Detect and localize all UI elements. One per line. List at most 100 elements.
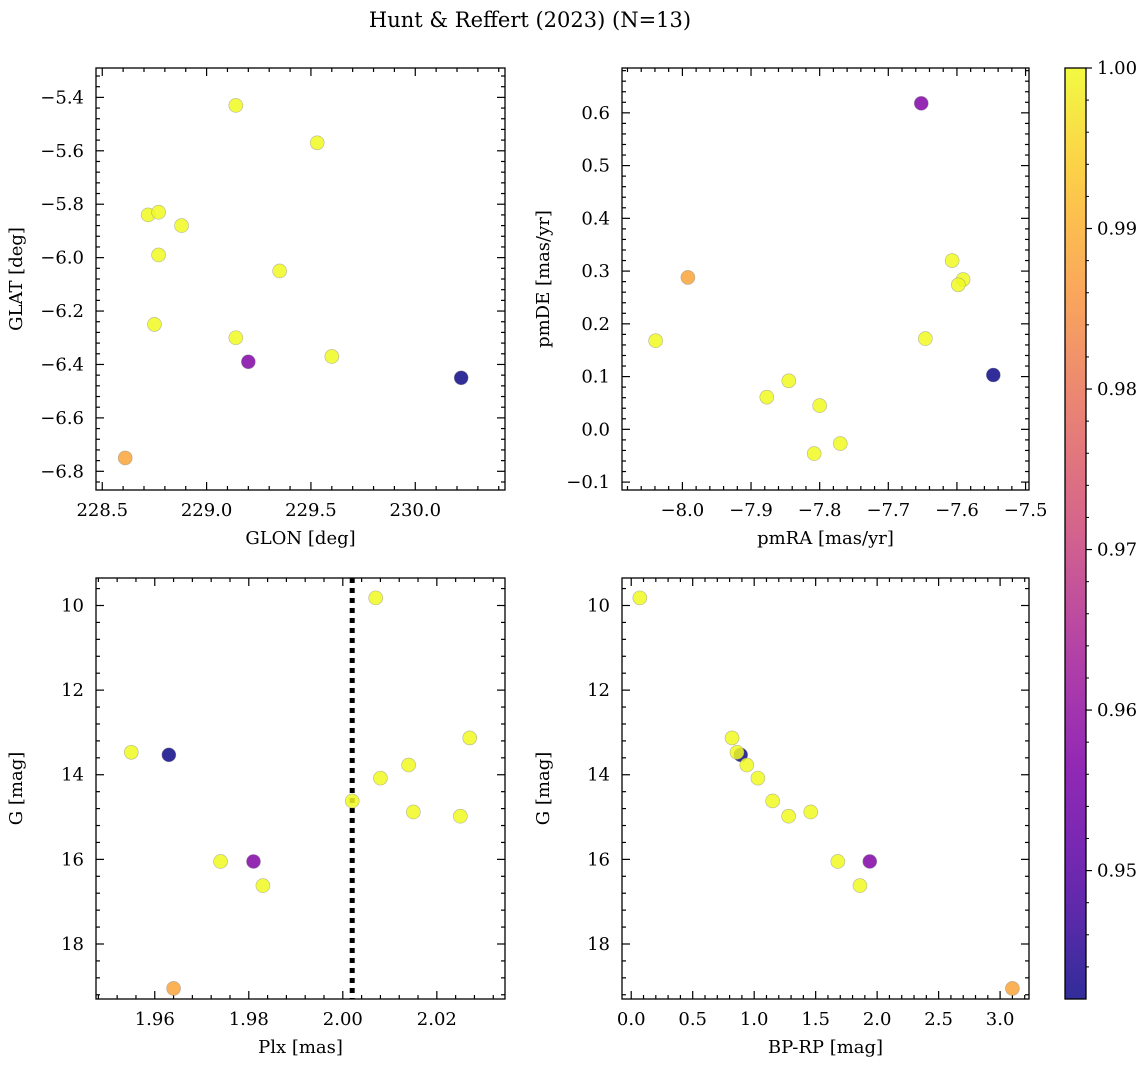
y-tick-label: 0.3 <box>581 261 610 282</box>
y-tick-label: −5.8 <box>40 194 84 215</box>
scatter-point <box>241 354 256 370</box>
x-tick-label: −8.0 <box>661 500 705 521</box>
x-tick-label: −7.5 <box>1004 500 1048 521</box>
y-tick-label: 0.2 <box>581 314 610 335</box>
x-tick-label: 1.5 <box>801 1009 830 1030</box>
scatter-point <box>862 854 878 869</box>
scatter-point <box>117 450 133 466</box>
x-tick-label: −7.6 <box>935 500 979 521</box>
axis-ticks <box>622 578 1029 999</box>
y-tick-label: −6.4 <box>40 354 84 375</box>
panel-pmra-pmde: −8.0 −7.9 −7.8 −7.7 −7.6 −7.5 −0.1 0.0 0.1 0.2 0.3… <box>533 67 1048 549</box>
y-tick-label: −6.2 <box>40 301 84 322</box>
scatter-point <box>1005 981 1020 996</box>
scatter-point <box>147 317 162 332</box>
x-tick-label: 229.0 <box>181 500 233 521</box>
y-axis-label: pmDE [mas/yr] <box>533 210 554 348</box>
scatter-point <box>680 270 696 285</box>
axis-ticks <box>96 68 505 490</box>
figure-title: Hunt & Reffert (2023) (N=13) <box>369 8 691 32</box>
scatter-point <box>228 98 244 113</box>
scatter-point <box>806 446 822 461</box>
colorbar-tick-label: 0.96 <box>1097 700 1137 721</box>
x-axis-label: pmRA [mas/yr] <box>757 528 894 549</box>
scatter-point <box>803 804 819 820</box>
x-axis-label: Plx [mas] <box>258 1037 343 1058</box>
scatter-point <box>986 367 1001 383</box>
scatter-point <box>246 854 261 869</box>
y-tick-label: 0.0 <box>581 419 610 440</box>
colorbar-tick-label: 0.95 <box>1097 861 1137 882</box>
x-tick-label: −7.8 <box>798 500 842 521</box>
scatter-point <box>648 333 663 349</box>
y-tick-label: 14 <box>587 765 610 786</box>
scatter-point <box>151 204 166 220</box>
x-tick-label: 2.5 <box>924 1009 953 1030</box>
y-tick-label: −6.0 <box>40 248 84 269</box>
x-tick-label: 0.0 <box>617 1009 646 1030</box>
scatter-point <box>174 218 189 233</box>
scatter-point <box>309 135 325 151</box>
scatter-point <box>852 878 868 893</box>
scatter-point <box>750 770 766 786</box>
scatter-point <box>368 590 384 606</box>
axis-ticks <box>96 578 505 999</box>
y-tick-label: −6.8 <box>40 461 84 482</box>
scatter-point <box>453 808 468 824</box>
plot-frame <box>95 577 506 1000</box>
scatter-point <box>632 590 648 606</box>
y-tick-label: 0.5 <box>581 156 610 177</box>
y-tick-label: 18 <box>587 934 610 955</box>
scatter-point <box>324 349 340 364</box>
y-tick-label: −5.4 <box>40 87 84 108</box>
y-tick-label: 12 <box>587 680 610 701</box>
y-axis-label: G [mag] <box>6 752 27 825</box>
scatter-point <box>406 804 421 820</box>
scatter-point <box>161 747 177 763</box>
colorbar-tick-label: 0.98 <box>1097 379 1137 400</box>
scatter-point <box>151 247 166 263</box>
x-axis-label: GLON [deg] <box>245 528 355 549</box>
y-tick-label: −0.1 <box>566 472 610 493</box>
scatter-point <box>729 745 745 760</box>
x-tick-label: 0.5 <box>678 1009 707 1030</box>
scatter-point <box>272 263 287 279</box>
scatter-point <box>213 854 228 869</box>
scatter-point <box>166 981 181 996</box>
x-tick-label: 230.0 <box>390 500 442 521</box>
x-tick-label: 1.96 <box>135 1009 175 1030</box>
scatter-point <box>918 331 933 346</box>
scatter-point <box>830 854 846 869</box>
scatter-point <box>255 878 271 893</box>
scatter-point <box>228 330 244 346</box>
scatter-point <box>765 793 780 809</box>
scatter-point <box>123 745 139 760</box>
y-tick-label: 14 <box>61 765 84 786</box>
x-tick-label: −7.9 <box>729 500 773 521</box>
scatter-point <box>913 96 929 111</box>
colorbar-tick-label: 0.99 <box>1097 219 1137 240</box>
plot-frame <box>621 577 1030 1000</box>
x-tick-label: 2.0 <box>863 1009 892 1030</box>
colorbar-frame <box>1064 67 1087 1000</box>
scatter-point <box>781 808 796 824</box>
x-tick-label: 2.00 <box>323 1009 363 1030</box>
colorbar-tick-label: 1.00 <box>1097 58 1137 79</box>
x-tick-label: 1.98 <box>229 1009 269 1030</box>
scatter-point <box>759 389 775 405</box>
x-tick-label: 229.5 <box>285 500 337 521</box>
y-tick-label: 0.1 <box>581 367 610 388</box>
x-tick-label: 228.5 <box>76 500 128 521</box>
x-axis-label: BP-RP [mag] <box>768 1037 883 1058</box>
scatter-point <box>401 757 416 773</box>
scatter-point <box>832 436 848 451</box>
x-tick-label: −7.7 <box>866 500 910 521</box>
plot-frame <box>95 67 506 491</box>
y-tick-label: −5.6 <box>40 141 84 162</box>
scatter-point <box>781 373 797 389</box>
y-axis-label: GLAT [deg] <box>6 227 27 331</box>
panel-plx-g: 1.96 1.98 2.00 2.02 10 12 14 16 18 Plx [mas] G [ma… <box>6 577 506 1058</box>
x-tick-label: 3.0 <box>986 1009 1015 1030</box>
scatter-point <box>944 253 960 268</box>
y-tick-label: −6.6 <box>40 408 84 429</box>
